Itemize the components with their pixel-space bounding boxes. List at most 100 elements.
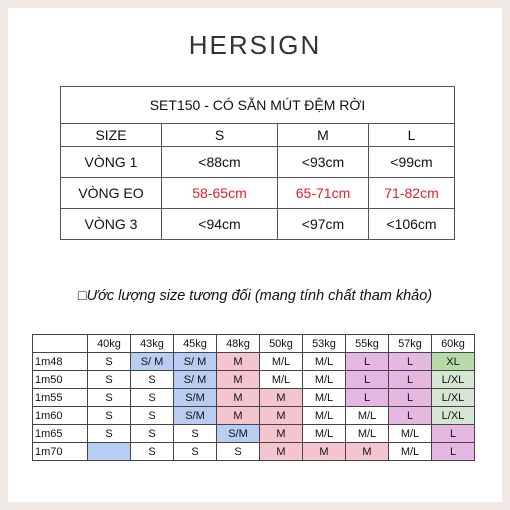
weight-header: 43kg	[130, 334, 174, 353]
size-cell: M	[302, 442, 346, 461]
size-cell: M	[216, 388, 260, 407]
size-cell: S	[130, 406, 174, 425]
size-cell: L	[431, 442, 475, 461]
weight-header: 50kg	[259, 334, 303, 353]
weight-header: 57kg	[388, 334, 432, 353]
heading: □Ước lượng size tương đối (mang tính chấ…	[77, 288, 433, 304]
size-cell: L	[345, 370, 389, 389]
cell: 65-71cm	[277, 177, 369, 209]
cell: <97cm	[277, 208, 369, 240]
size-cell: M/L	[388, 442, 432, 461]
size-cell: M	[216, 406, 260, 425]
height-cell: 1m60	[32, 406, 88, 425]
row: 1m50 S S S/ M M M/L M/L L L L/XL	[32, 370, 475, 389]
weight-header: 53kg	[302, 334, 346, 353]
cell: <93cm	[277, 146, 369, 178]
size-cell: S/M	[173, 406, 217, 425]
size-cell: S	[87, 352, 131, 371]
weight-header: 40kg	[87, 334, 131, 353]
size-cell: M/L	[345, 406, 389, 425]
size-cell: S/M	[216, 424, 260, 443]
cell: VÒNG 3	[60, 208, 162, 240]
size-cell: L/XL	[431, 370, 475, 389]
size-cell: M/L	[302, 352, 346, 371]
row: 1m55 S S S/M M M M/L L L L/XL	[32, 388, 475, 407]
size-cell: S	[130, 424, 174, 443]
size-cell: S	[173, 424, 217, 443]
table-title: SET150 - CÓ SẴN MÚT ĐỆM RỜI	[60, 86, 455, 124]
header-cell: M	[277, 123, 369, 147]
size-cell: M	[216, 352, 260, 371]
size-cell: M	[259, 442, 303, 461]
cell: <88cm	[161, 146, 278, 178]
size-cell: M/L	[259, 370, 303, 389]
size-cell: L	[388, 370, 432, 389]
cell: 58-65cm	[161, 177, 278, 209]
size-cell: M	[259, 406, 303, 425]
weight-header: 45kg	[173, 334, 217, 353]
weight-header: 55kg	[345, 334, 389, 353]
size-cell: M/L	[302, 406, 346, 425]
size-table: SET150 - CÓ SẴN MÚT ĐỆM RỜI SIZE S M L VÒNG 1…	[60, 86, 455, 240]
weight-header: 60kg	[431, 334, 475, 353]
size-cell: S	[87, 370, 131, 389]
row: VÒNG 1 <88cm <93cm <99cm	[60, 146, 455, 178]
size-cell: XL	[431, 352, 475, 371]
height-cell: 1m50	[32, 370, 88, 389]
size-cell: M	[345, 442, 389, 461]
size-cell: L	[388, 352, 432, 371]
cell: <99cm	[368, 146, 455, 178]
cell: <94cm	[161, 208, 278, 240]
size-cell: S	[130, 442, 174, 461]
size-cell: S	[87, 406, 131, 425]
size-cell: S	[87, 388, 131, 407]
size-cell: M/L	[302, 424, 346, 443]
header-cell: S	[161, 123, 278, 147]
size-cell: L/XL	[431, 388, 475, 407]
brand: HERSIGN	[188, 30, 322, 60]
height-cell: 1m70	[32, 442, 88, 461]
estimate-table: 40kg 43kg 45kg 48kg 50kg 53kg 55kg 57kg 60kg 1m48…	[32, 334, 475, 461]
size-cell: S	[216, 442, 260, 461]
size-cell: M	[259, 388, 303, 407]
row: 1m70 S S S M M M M/L L	[32, 442, 475, 461]
height-cell: 1m48	[32, 352, 88, 371]
row: 1m65 S S S S/M M M/L M/L M/L L	[32, 424, 475, 443]
size-cell: L	[388, 388, 432, 407]
size-cell: L	[388, 406, 432, 425]
size-cell: M/L	[302, 388, 346, 407]
size-cell: M	[216, 370, 260, 389]
header-cell: SIZE	[60, 123, 162, 147]
size-cell: M	[259, 424, 303, 443]
size-cell: S/M	[173, 388, 217, 407]
height-cell: 1m55	[32, 388, 88, 407]
size-cell: S	[87, 424, 131, 443]
row: SET150 - CÓ SẴN MÚT ĐỆM RỜI	[60, 86, 455, 124]
size-cell: S/ M	[173, 370, 217, 389]
size-cell: L	[345, 352, 389, 371]
card: HERSIGN SET150 - CÓ SẴN MÚT ĐỆM RỜI SIZE S…	[8, 8, 502, 502]
row: VÒNG EO 58-65cm 65-71cm 71-82cm	[60, 177, 455, 209]
size-cell: M/L	[259, 352, 303, 371]
cell: VÒNG 1	[60, 146, 162, 178]
weight-header: 48kg	[216, 334, 260, 353]
cell: 71-82cm	[368, 177, 455, 209]
size-cell: S	[130, 370, 174, 389]
row: 1m60 S S S/M M M M/L M/L L L/XL	[32, 406, 475, 425]
size-cell: S	[173, 442, 217, 461]
row: VÒNG 3 <94cm <97cm <106cm	[60, 208, 455, 240]
size-cell: M/L	[302, 370, 346, 389]
corner-cell	[32, 334, 88, 353]
size-cell: L	[431, 424, 475, 443]
size-cell: L	[345, 388, 389, 407]
size-cell	[87, 442, 131, 461]
size-cell: M/L	[388, 424, 432, 443]
header-row: SIZE S M L	[60, 123, 455, 147]
height-cell: 1m65	[32, 424, 88, 443]
size-cell: M/L	[345, 424, 389, 443]
size-cell: S	[130, 388, 174, 407]
size-cell: S/ M	[130, 352, 174, 371]
row: 1m48 S S/ M S/ M M M/L M/L L L XL	[32, 352, 475, 371]
header-cell: L	[368, 123, 455, 147]
